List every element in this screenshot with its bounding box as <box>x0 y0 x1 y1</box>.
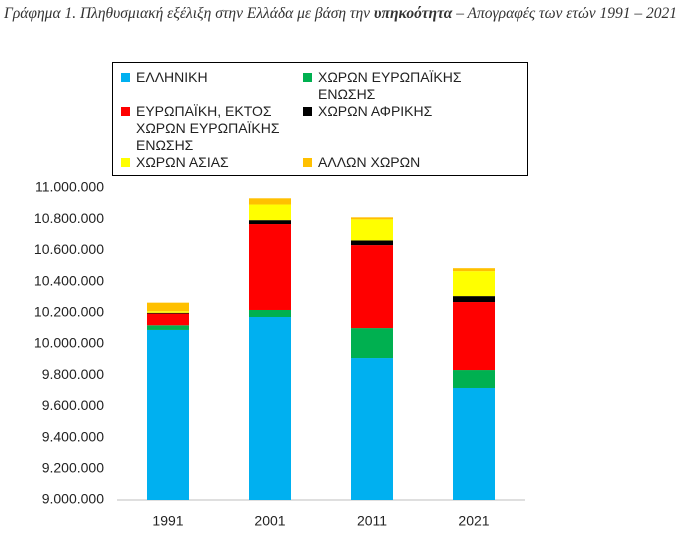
y-tick-label: 9.400.000 <box>42 428 104 444</box>
bar-segment <box>351 219 393 241</box>
title-bold: υπηκοότητα <box>373 5 453 22</box>
bar-segment <box>351 217 393 220</box>
legend-item: ΕΥΡΩΠΑΪΚΗ, ΕΚΤΟΣ ΧΩΡΩΝ ΕΥΡΩΠΑΪΚΗΣ ΕΝΩΣΗΣ <box>121 103 301 154</box>
legend-label: ΑΛΛΩΝ ΧΩΡΩΝ <box>318 154 421 170</box>
legend-item: ΧΩΡΩΝ ΑΣΙΑΣ <box>121 154 301 171</box>
legend-item: ΧΩΡΩΝ ΕΥΡΩΠΑΪΚΗΣ ΕΝΩΣΗΣ <box>303 69 533 103</box>
y-tick-label: 10.400.000 <box>34 272 104 288</box>
y-tick-label: 10.000.000 <box>34 335 104 351</box>
bar-segment <box>249 309 291 318</box>
x-tick-label: 1991 <box>152 513 183 529</box>
legend-label: ΧΩΡΩΝ ΑΦΡΙΚΗΣ <box>318 103 433 119</box>
bar-segment <box>147 313 189 326</box>
bar-segment <box>249 204 291 221</box>
legend-label: ΕΥΡΩΠΑΪΚΗ, ΕΚΤΟΣ ΧΩΡΩΝ ΕΥΡΩΠΑΪΚΗΣ ΕΝΩΣΗΣ <box>136 103 280 153</box>
bar-segment <box>453 296 495 303</box>
bar-segment <box>453 387 495 500</box>
y-tick-label: 10.600.000 <box>34 241 104 257</box>
legend-swatch <box>121 107 130 116</box>
bar-segment <box>147 329 189 500</box>
bar-segment <box>351 245 393 329</box>
bar-segment <box>147 325 189 330</box>
bar-segment <box>147 311 189 313</box>
bar-segment <box>147 312 189 314</box>
y-tick-label: 9.200.000 <box>42 460 104 476</box>
legend-item: ΕΛΛΗΝΙΚΗ <box>121 69 301 103</box>
chart-title: Γράφημα 1. Πληθυσμιακή εξέλιξη στην Ελλά… <box>4 4 680 24</box>
x-tick-label: 2011 <box>357 513 387 529</box>
legend-swatch <box>121 73 130 82</box>
y-tick-label: 9.800.000 <box>42 366 104 382</box>
bar-segment <box>351 240 393 246</box>
y-tick-label: 9.000.000 <box>42 491 104 507</box>
title-text: Γράφημα 1. Πληθυσμιακή εξέλιξη στην Ελλά… <box>4 5 371 22</box>
bar-segment <box>249 198 291 205</box>
legend-label: ΧΩΡΩΝ ΑΣΙΑΣ <box>136 154 229 170</box>
legend-label: ΧΩΡΩΝ ΕΥΡΩΠΑΪΚΗΣ ΕΝΩΣΗΣ <box>318 69 462 102</box>
legend-swatch <box>303 73 312 82</box>
y-tick-label: 10.800.000 <box>34 210 104 226</box>
x-tick-label: 2001 <box>254 513 285 529</box>
bar-segment <box>351 328 393 359</box>
bar-segment <box>453 370 495 388</box>
bar-segment <box>249 317 291 500</box>
legend-swatch <box>303 107 312 116</box>
y-tick-label: 9.600.000 <box>42 397 104 413</box>
bar-segment <box>453 302 495 371</box>
y-tick-label: 10.200.000 <box>34 304 104 320</box>
bar-segment <box>453 271 495 297</box>
legend: ΕΛΛΗΝΙΚΗ ΧΩΡΩΝ ΕΥΡΩΠΑΪΚΗΣ ΕΝΩΣΗΣ ΕΥΡΩΠΑΪΚΗ… <box>112 62 528 176</box>
bar-segment <box>249 224 291 310</box>
x-tick-label: 2021 <box>458 513 489 529</box>
legend-item: ΧΩΡΩΝ ΑΦΡΙΚΗΣ <box>303 103 533 154</box>
bar-segment <box>249 220 291 225</box>
title-text: – Απογραφές των ετών 1991 – 2021 <box>456 5 678 22</box>
bar-segment <box>351 358 393 500</box>
legend-label: ΕΛΛΗΝΙΚΗ <box>136 69 208 85</box>
bar-segment <box>147 302 189 312</box>
legend-swatch <box>121 158 130 167</box>
bar-segment <box>453 268 495 272</box>
legend-swatch <box>303 158 312 167</box>
y-tick-label: 11.000.000 <box>35 179 104 195</box>
legend-item: ΑΛΛΩΝ ΧΩΡΩΝ <box>303 154 533 171</box>
